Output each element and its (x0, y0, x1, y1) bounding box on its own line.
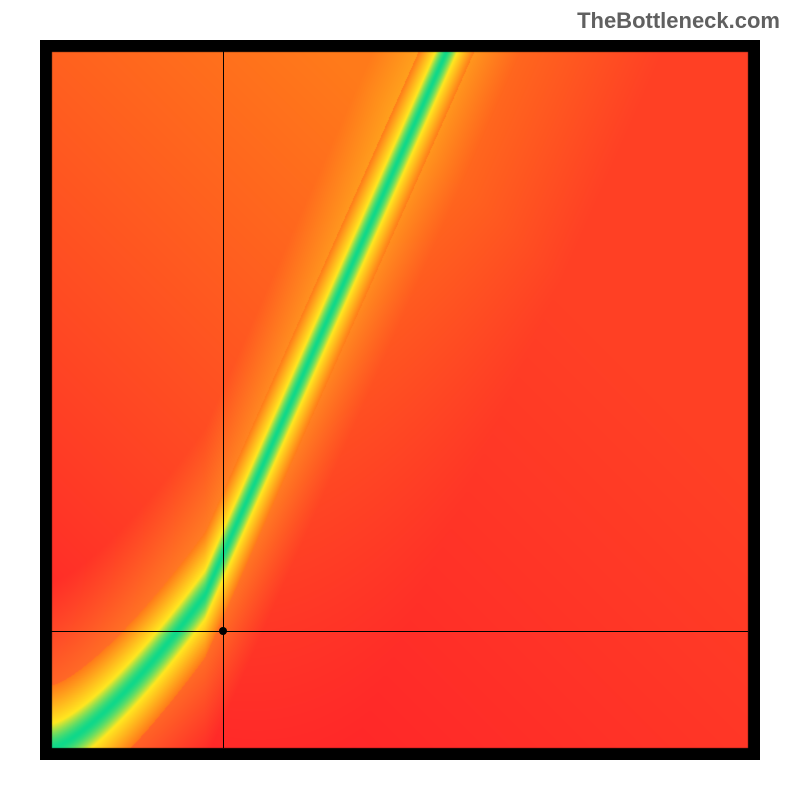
crosshair-vertical-line (223, 40, 224, 748)
plot-frame (40, 40, 760, 760)
crosshair-horizontal-line (40, 631, 748, 632)
heatmap-canvas (40, 40, 760, 760)
watermark-text: TheBottleneck.com (577, 8, 780, 34)
crosshair-dot (219, 627, 227, 635)
